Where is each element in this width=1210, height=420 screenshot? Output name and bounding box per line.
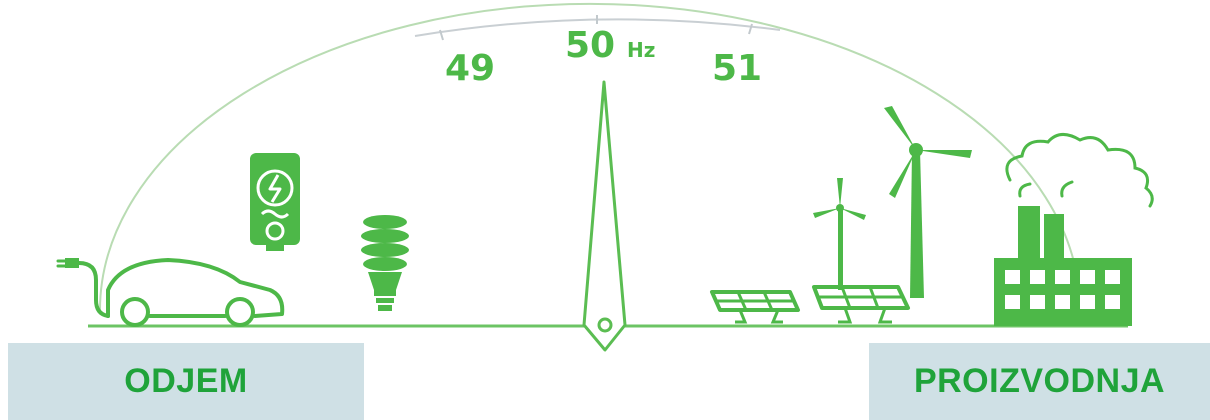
tick-label-50: 50 [565,25,615,66]
tick-mark-49 [439,29,444,41]
production-label-box: PROIZVODNJA [869,343,1210,420]
light-bulb-icon [361,215,409,311]
frequency-needle [582,80,627,352]
tick-label-49: 49 [445,48,495,89]
gauge-dome [99,2,1081,311]
tick-label-51: 51 [712,48,762,89]
wind-turbine-icon [813,178,866,290]
factory-icon [994,133,1154,326]
electric-car-icon [56,258,285,327]
solar-panel-icon [812,285,910,324]
wind-turbine-icon [884,106,972,298]
consumption-label: ODJEM [124,362,248,400]
tick-mark-51 [748,23,753,35]
unit-label: Hz [627,38,655,62]
production-label: PROIZVODNJA [913,362,1166,400]
water-heater-icon [250,153,300,251]
solar-panel-icon [710,290,800,324]
consumption-label-box: ODJEM [8,343,364,420]
